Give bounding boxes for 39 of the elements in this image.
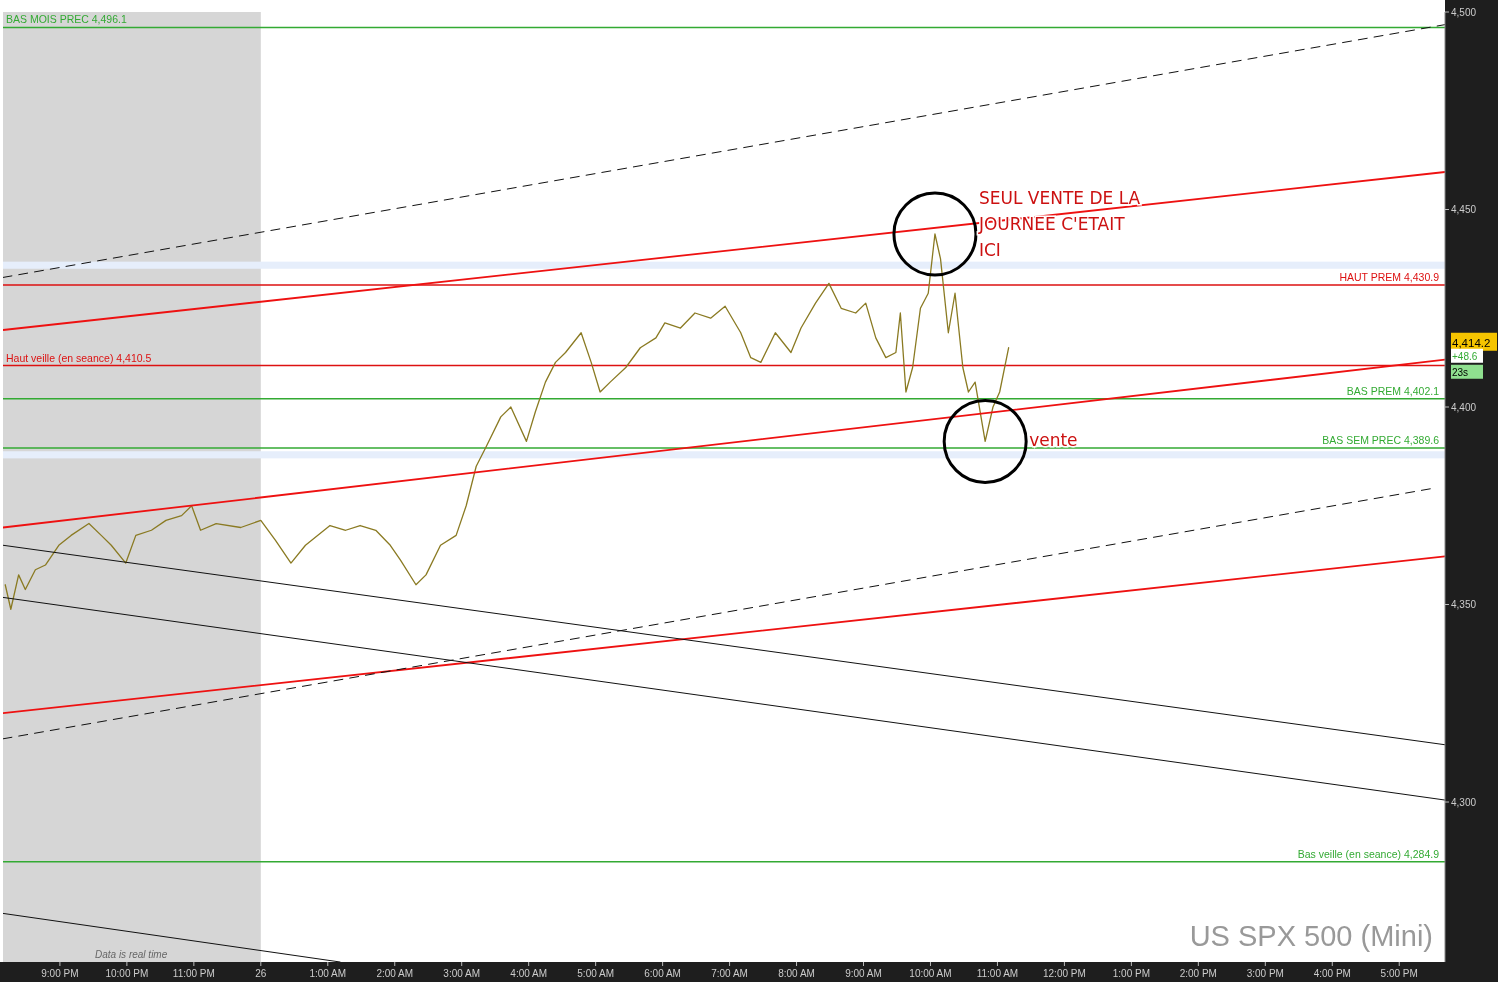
y-tick-label: 4,350 [1451,599,1477,611]
x-tick-label: 10:00 AM [909,968,952,979]
text: 4,414.2 [1452,336,1491,349]
x-tick-label: 11:00 PM [172,968,215,979]
ref-line-label: HAUT PREM 4,430.9 [1339,270,1440,283]
x-tick-label: 9:00 AM [845,968,882,979]
x-tick-label: 7:00 AM [711,968,748,979]
x-tick-label: 2:00 AM [376,968,414,979]
y-tick-label: 4,450 [1451,204,1477,216]
x-tick-label: 2:00 PM [1179,968,1217,979]
annotation: SEUL VENTE DE LA JOURNEE C'ETAIT ICI [977,188,1141,260]
x-tick-label: 4:00 PM [1313,968,1351,979]
y-tick-label: 4,300 [1451,796,1477,808]
annotation: Data is real time [95,949,168,960]
y-tick-label: 4,500 [1451,6,1477,18]
x-tick-label: 9:00 PM [41,968,79,979]
ref-line-label: BAS SEM PREC 4,389.6 [1322,434,1440,447]
x-tick-label: 11:00 AM [976,968,1019,979]
x-tick-label: 6:00 AM [644,968,681,979]
text: 23s [1452,367,1469,379]
ref-line-label: Haut veille (en seance) 4,410.5 [6,351,152,364]
x-tick-label: 26 [255,968,267,979]
x-tick-label: 3:00 PM [1246,968,1284,979]
x-tick-label: 4:00 AM [510,968,548,979]
x-tick-label: 1:00 AM [309,968,347,979]
text: US SPX 500 (Mini) [1189,920,1433,952]
text: +48.6 [1452,351,1478,363]
annotation: vente [1029,430,1078,451]
x-tick-label: 3:00 AM [443,968,481,979]
x-tick-label: 1:00 PM [1112,968,1150,979]
x-tick-label: 5:00 PM [1380,968,1418,979]
x-tick-label: 10:00 PM [105,968,149,979]
ref-line-label: BAS PREM 4,402.1 [1346,384,1440,397]
ref-line-label: Bas veille (en seance) 4,284.9 [1297,847,1440,860]
x-tick-label: 12:00 PM [1043,968,1086,979]
x-tick-label: 5:00 AM [577,968,614,979]
y-tick-label: 4,400 [1451,401,1477,413]
ref-line-label: BAS MOIS PREC 4,496.1 [6,13,127,26]
x-tick-label: 8:00 AM [778,968,815,979]
